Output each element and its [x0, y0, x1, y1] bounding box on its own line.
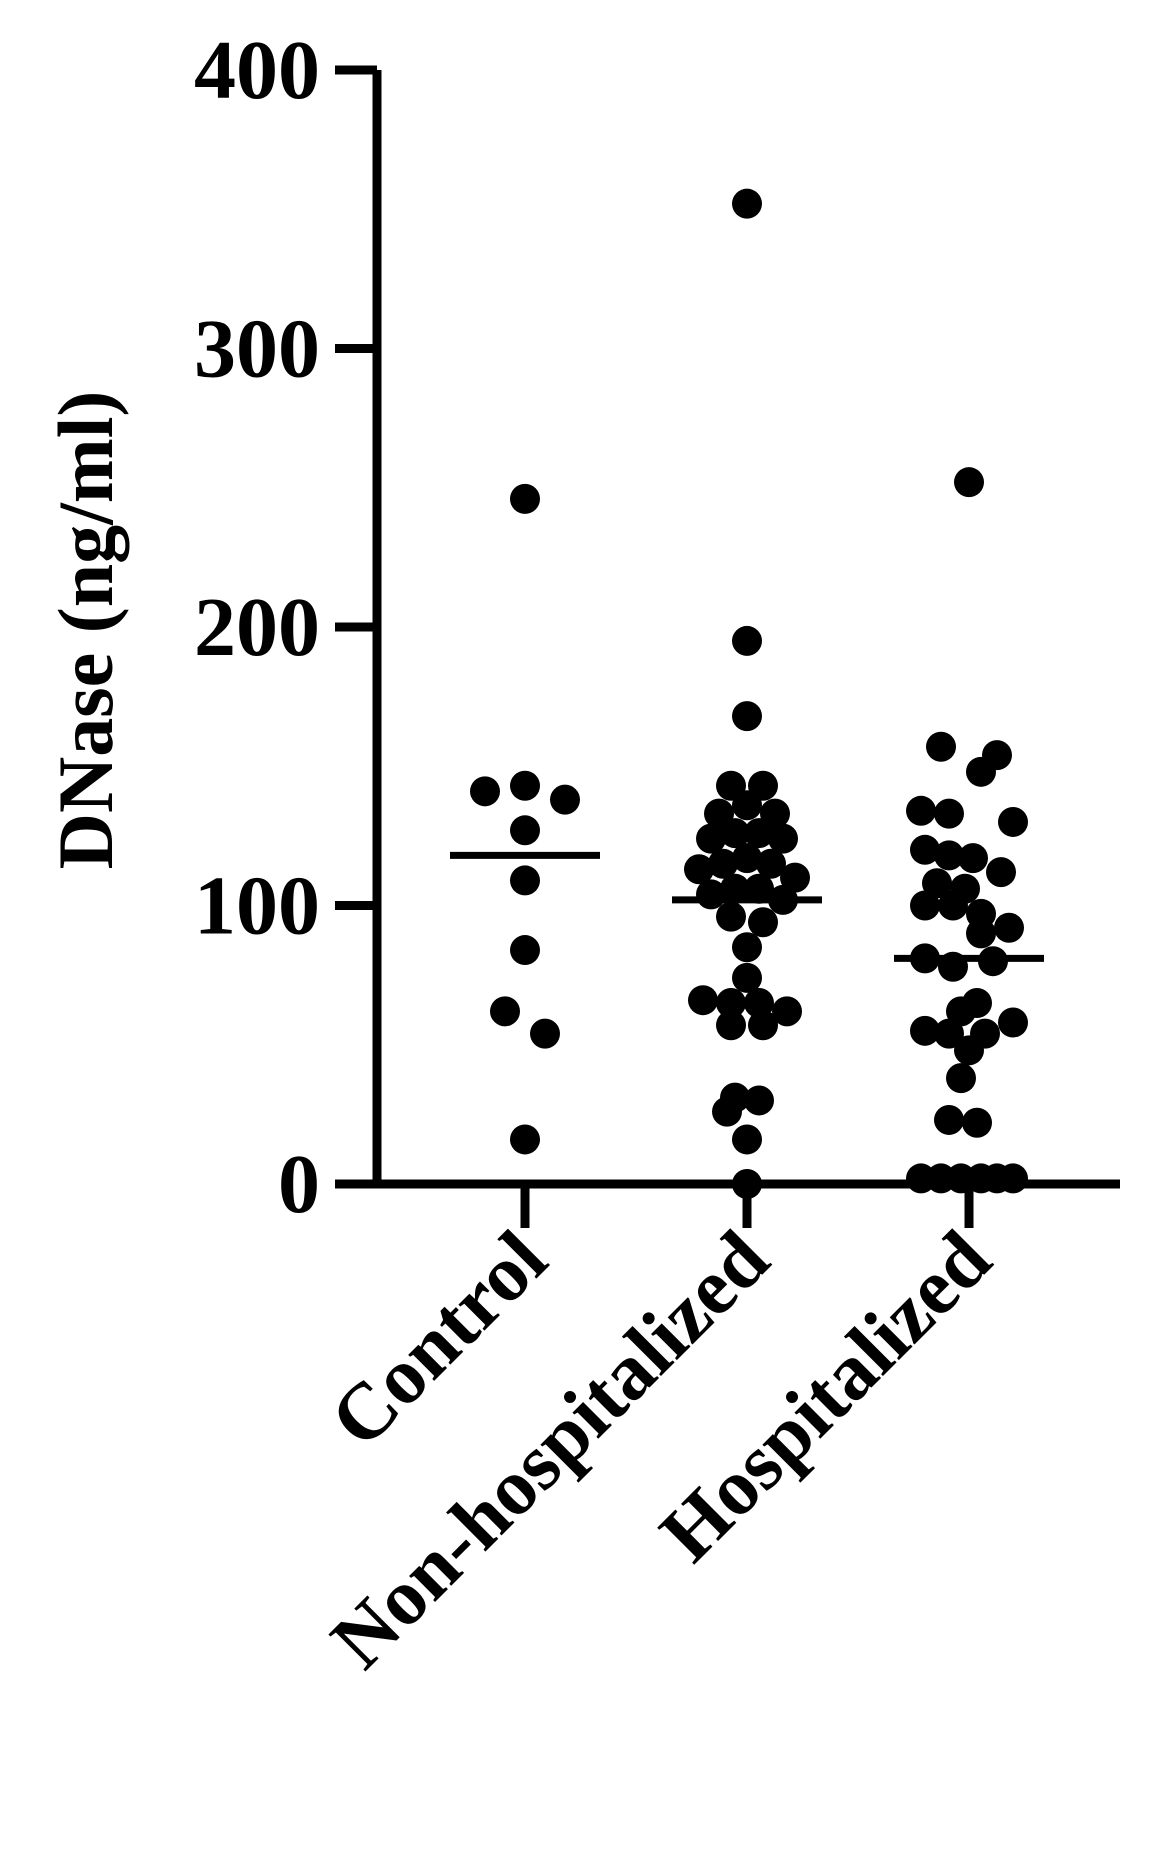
- data-point: [966, 756, 996, 787]
- data-point: [946, 1063, 976, 1094]
- data-point: [772, 996, 802, 1027]
- data-point: [550, 784, 580, 815]
- y-axis-title: DNase (ng/ml): [42, 391, 129, 870]
- data-point: [910, 890, 940, 921]
- data-point: [720, 818, 750, 849]
- data-point: [732, 843, 762, 874]
- data-point: [906, 795, 936, 826]
- data-point: [732, 188, 762, 219]
- data-point: [934, 798, 964, 829]
- data-point: [934, 1104, 964, 1135]
- data-point: [998, 1007, 1028, 1038]
- data-point: [962, 1107, 992, 1138]
- data-point: [744, 873, 774, 904]
- data-point: [954, 1035, 984, 1066]
- data-point: [744, 1085, 774, 1116]
- data-point: [510, 770, 540, 801]
- data-point: [696, 823, 726, 854]
- data-point: [470, 776, 500, 807]
- data-point: [910, 1015, 940, 1046]
- data-point: [986, 857, 1016, 888]
- data-point: [938, 890, 968, 921]
- data-point: [510, 1124, 540, 1155]
- data-point: [748, 907, 778, 938]
- data-point: [510, 483, 540, 514]
- data-point: [910, 834, 940, 865]
- data-point: [732, 962, 762, 993]
- data-point: [530, 1018, 560, 1049]
- y-tick-label: 100: [194, 860, 320, 953]
- data-point: [688, 985, 718, 1016]
- data-point: [998, 806, 1028, 837]
- data-point: [716, 901, 746, 932]
- data-point: [732, 1169, 762, 1199]
- data-point: [744, 987, 774, 1018]
- data-point: [922, 868, 952, 899]
- data-points: [470, 188, 1028, 1199]
- data-point: [946, 996, 976, 1027]
- data-point: [510, 815, 540, 846]
- data-point: [998, 1163, 1028, 1194]
- data-point: [966, 918, 996, 949]
- data-point: [716, 987, 746, 1018]
- data-point: [716, 1010, 746, 1041]
- y-tick-label: 200: [194, 581, 320, 674]
- mean-lines: [450, 851, 1044, 962]
- data-point: [510, 935, 540, 966]
- data-point: [712, 1096, 742, 1127]
- data-point: [926, 731, 956, 762]
- data-point: [744, 818, 774, 849]
- y-tick-label: 300: [194, 303, 320, 396]
- data-point: [732, 790, 762, 821]
- data-point: [934, 840, 964, 871]
- y-tick-label: 400: [194, 24, 320, 117]
- data-point: [768, 823, 798, 854]
- data-point: [756, 848, 786, 879]
- data-point: [720, 873, 750, 904]
- data-point: [684, 854, 714, 885]
- y-ticks: 0 100 200 300 400: [194, 24, 377, 1231]
- y-tick-label: 0: [278, 1138, 320, 1231]
- data-point: [934, 1018, 964, 1049]
- data-point: [510, 865, 540, 896]
- data-point: [954, 467, 984, 498]
- data-point: [994, 912, 1024, 943]
- data-point: [958, 843, 988, 874]
- data-point: [490, 996, 520, 1027]
- data-point: [732, 932, 762, 963]
- data-point: [732, 1124, 762, 1155]
- data-point: [708, 848, 738, 879]
- data-point: [732, 701, 762, 732]
- data-point: [748, 1010, 778, 1041]
- data-point: [780, 862, 810, 893]
- data-point: [732, 625, 762, 656]
